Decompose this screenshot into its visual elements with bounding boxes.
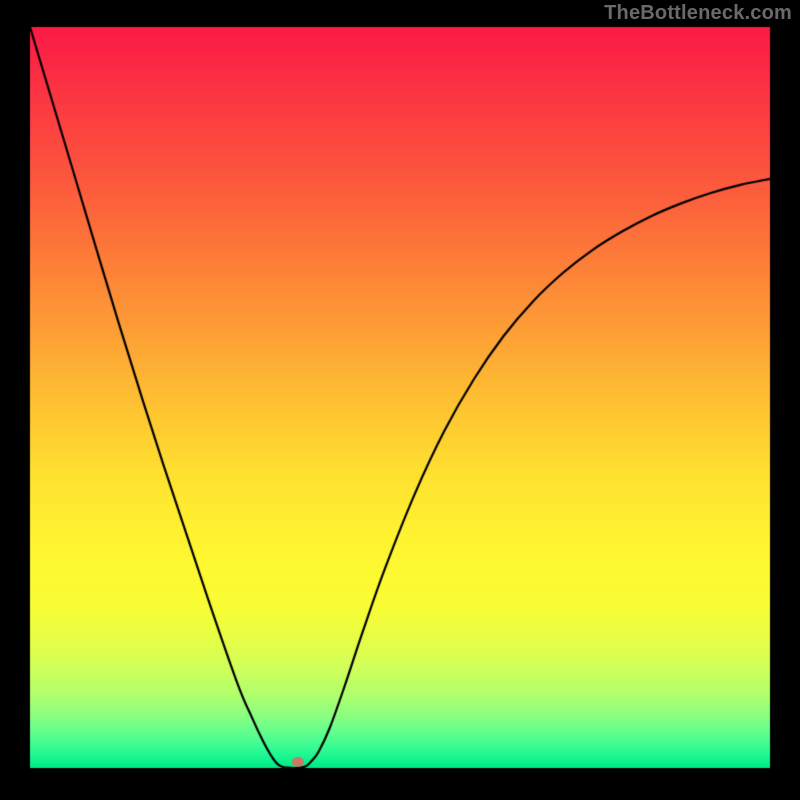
bottleneck-chart-canvas bbox=[0, 0, 800, 800]
chart-stage: TheBottleneck.com bbox=[0, 0, 800, 800]
watermark-text: TheBottleneck.com bbox=[604, 2, 792, 25]
